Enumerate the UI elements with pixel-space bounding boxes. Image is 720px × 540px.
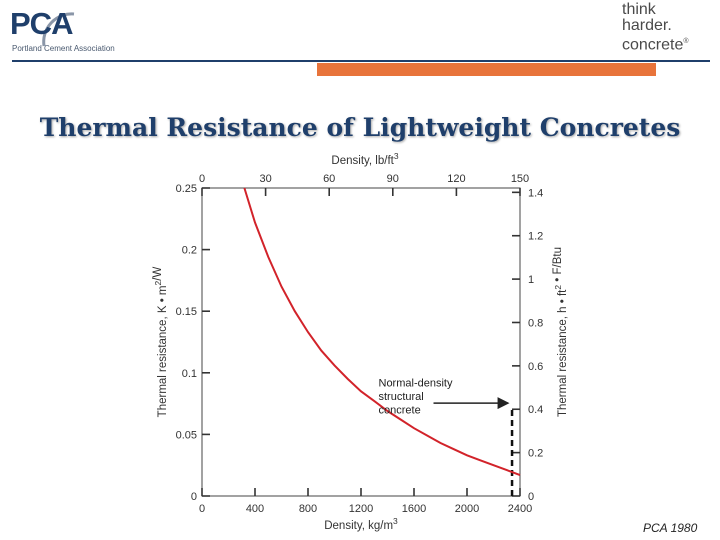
x-bottom-tick-label: 0 xyxy=(199,503,205,515)
x-bottom-tick-label: 400 xyxy=(246,503,264,515)
x-bottom-tick-label: 1200 xyxy=(349,503,373,515)
x-top-tick-label: 0 xyxy=(199,173,205,185)
thermal-resistance-curve xyxy=(243,187,521,477)
x-bottom-tick-label: 800 xyxy=(299,503,317,515)
y-right-tick-label: 0.4 xyxy=(528,404,543,416)
y-right-axis-title: Thermal resistance, h • ft2 • F/Btu xyxy=(552,247,569,417)
x-bottom-axis-title: Density, kg/m3 xyxy=(324,516,398,532)
y-left-tick-label: 0.1 xyxy=(182,368,197,380)
axis-titles: Density, kg/m3 Density, lb/ft3 Thermal res… xyxy=(152,151,569,532)
tagline-line-3-text: concrete xyxy=(622,36,684,54)
annotation-line: structural xyxy=(379,391,424,403)
x-top-axis-title: Density, lb/ft3 xyxy=(331,151,398,167)
y-left-axis-title: Thermal resistance, K • m2/W xyxy=(152,267,169,418)
slide-title: Thermal Resistance of Lightweight Concre… xyxy=(39,113,681,142)
y-left-tick-label: 0.2 xyxy=(182,245,197,257)
y-right-tick-label: 0.6 xyxy=(528,361,543,373)
pca-logo: PCA Portland Cement Association xyxy=(10,6,135,56)
x-top-tick-label: 120 xyxy=(447,173,465,185)
pca-subtitle: Portland Cement Association xyxy=(12,44,115,53)
pca-logo-text: PCA xyxy=(10,6,73,41)
tagline-line-2: harder. xyxy=(622,17,672,34)
pca-arc-icon xyxy=(42,12,75,47)
header-rule-navy xyxy=(12,60,710,62)
y-right-tick-label: 1 xyxy=(528,274,534,286)
x-top-tick-label: 150 xyxy=(511,173,529,185)
tick-marks xyxy=(201,187,521,497)
y-left-tick-label: 0 xyxy=(191,491,197,503)
source-citation: PCA 1980 xyxy=(643,521,698,535)
x-bottom-tick-label: 1600 xyxy=(402,503,426,515)
x-top-tick-label: 30 xyxy=(259,173,271,185)
x-bottom-tick-label: 2000 xyxy=(455,503,479,515)
annotation-line: concrete xyxy=(379,405,421,417)
y-right-tick-label: 0 xyxy=(528,491,534,503)
x-bottom-tick-label: 2400 xyxy=(508,503,532,515)
y-left-tick-label: 0.15 xyxy=(176,306,197,318)
plot-frame xyxy=(201,187,521,497)
tagline-trademark: ® xyxy=(683,38,689,45)
y-right-tick-label: 1.4 xyxy=(528,187,543,199)
annotation-line: Normal-density xyxy=(379,378,453,390)
y-right-tick-label: 0.8 xyxy=(528,317,543,329)
y-left-tick-label: 0.25 xyxy=(176,183,197,195)
x-top-tick-label: 90 xyxy=(387,173,399,185)
slide-header: PCA Portland Cement Association think ha… xyxy=(0,0,720,80)
y-right-tick-label: 1.2 xyxy=(528,231,543,243)
x-top-tick-label: 60 xyxy=(323,173,335,185)
think-harder-concrete-logo: think harder. concrete® xyxy=(622,2,714,56)
tagline-line-1: think xyxy=(622,1,656,18)
tagline-line-3: concrete® xyxy=(622,34,714,53)
y-right-tick-label: 0.2 xyxy=(528,448,543,460)
header-rule-orange xyxy=(317,63,656,76)
y-left-tick-label: 0.05 xyxy=(176,429,197,441)
